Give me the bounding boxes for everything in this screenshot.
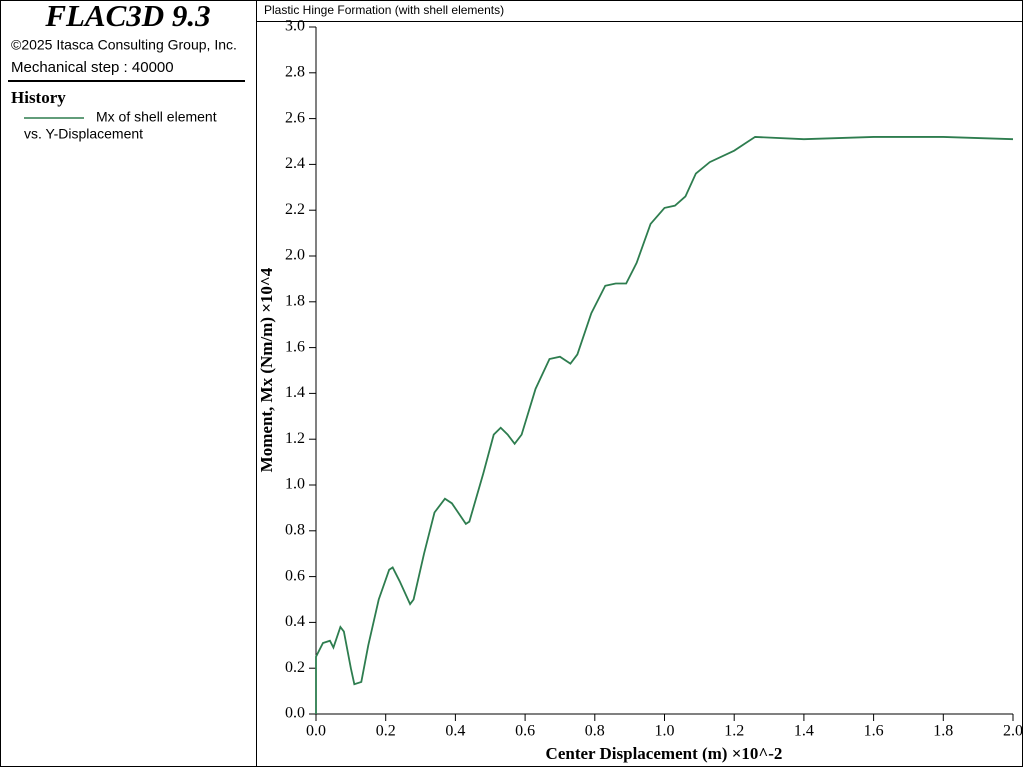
history-heading: History — [11, 88, 66, 107]
x-tick-label: 0.4 — [445, 723, 465, 740]
y-tick-label: 1.8 — [285, 292, 305, 309]
x-tick-label: 0.0 — [306, 723, 326, 740]
y-axis-label: Moment, Mx (Nm/m) ×10^4 — [257, 267, 276, 472]
y-tick-label: 3.0 — [285, 18, 305, 35]
y-tick-label: 0.6 — [285, 567, 305, 584]
step-label: Mechanical step : 40000 — [11, 59, 174, 76]
data-line — [315, 136, 1014, 714]
copyright: ©2025 Itasca Consulting Group, Inc. — [11, 37, 237, 53]
y-tick-label: 1.4 — [285, 384, 305, 401]
y-tick-label: 2.8 — [285, 63, 305, 80]
y-tick-label: 0.0 — [285, 705, 305, 722]
x-tick-label: 1.8 — [933, 723, 953, 740]
x-tick-label: 2.0 — [1003, 723, 1023, 740]
y-tick-label: 1.0 — [285, 476, 305, 493]
y-tick-label: 2.2 — [285, 201, 305, 218]
y-tick-label: 2.4 — [285, 155, 305, 172]
x-tick-label: 1.0 — [655, 723, 675, 740]
y-tick-label: 0.4 — [285, 613, 305, 630]
x-tick-label: 1.6 — [864, 723, 884, 740]
x-tick-label: 1.4 — [794, 723, 814, 740]
x-tick-label: 0.6 — [515, 723, 535, 740]
legend-subtitle: vs. Y-Displacement — [24, 126, 143, 142]
x-tick-label: 1.2 — [724, 723, 744, 740]
chart-title: Plastic Hinge Formation (with shell elem… — [264, 3, 504, 17]
x-tick-label: 0.8 — [585, 723, 605, 740]
x-axis-label: Center Displacement (m) ×10^-2 — [546, 744, 783, 763]
y-tick-label: 0.8 — [285, 521, 305, 538]
y-tick-label: 1.2 — [285, 430, 305, 447]
y-tick-label: 0.2 — [285, 659, 305, 676]
x-tick-label: 0.2 — [376, 723, 396, 740]
y-tick-label: 2.6 — [285, 109, 305, 126]
legend-label: Mx of shell element — [96, 109, 217, 125]
app-title: FLAC3D 9.3 — [44, 0, 210, 33]
y-tick-label: 1.6 — [285, 338, 305, 355]
y-tick-label: 2.0 — [285, 247, 305, 264]
